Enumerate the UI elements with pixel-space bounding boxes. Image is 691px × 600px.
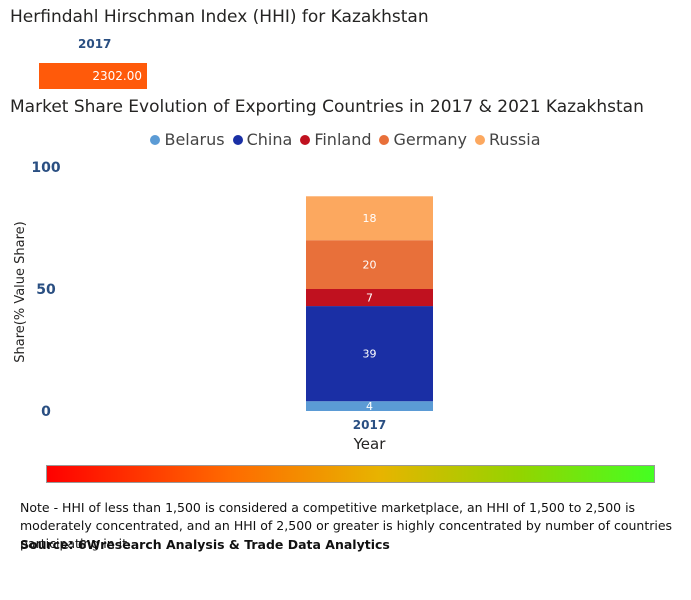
data-label-finland: 7 [366, 292, 373, 305]
note-text: Note - HHI of less than 1,500 is conside… [20, 500, 673, 551]
hhi-scale-gradient [46, 465, 655, 483]
hhi-value-bar[interactable] [39, 63, 147, 89]
hhi-year-label: 2017 [78, 37, 112, 51]
legend-label: China [246, 130, 293, 149]
legend-label: Germany [393, 130, 468, 149]
legend-marker [475, 134, 486, 145]
data-label-germany: 20 [363, 259, 377, 272]
hhi-value-label: 2302.00 [92, 69, 142, 83]
legend-item-finland[interactable]: Finland [300, 130, 371, 149]
chart-title: Market Share Evolution of Exporting Coun… [10, 97, 644, 117]
legend-label: Russia [489, 130, 541, 149]
bar-segment-belarus [306, 401, 433, 411]
bar-segment-russia [306, 196, 433, 241]
legend-label: Finland [314, 130, 372, 149]
stacked-bar-chart: 0 50 100 Share(% Value Share) 4 39 7 20 18 2017 Ye… [13, 160, 433, 453]
bar-segment-germany [306, 240, 433, 289]
y-tick-label: 50 [36, 282, 56, 298]
bar-segment-finland [306, 289, 433, 307]
y-tick-label: 0 [41, 404, 51, 420]
legend-item-russia[interactable]: Russia [475, 130, 541, 149]
x-axis-label: Year [353, 435, 387, 453]
legend-marker [379, 134, 390, 145]
y-tick-label: 100 [31, 160, 60, 176]
data-label-belarus: 4 [366, 400, 373, 413]
legend-marker [300, 134, 311, 145]
legend-item-germany[interactable]: Germany [379, 130, 467, 149]
bar-segment-china [306, 306, 433, 402]
legend-label: Belarus [164, 130, 225, 149]
hhi-title: Herfindahl Hirschman Index (HHI) for Kaz… [10, 7, 429, 27]
legend-marker [150, 134, 161, 145]
data-label-russia: 18 [363, 212, 377, 225]
legend-marker [232, 134, 243, 145]
legend-item-china[interactable]: China [232, 130, 293, 149]
source-text: Source: 6Wresearch Analysis & Trade Data… [20, 537, 390, 552]
chart-legend: Belarus China Finland Germany Russia [0, 130, 691, 149]
data-label-china: 39 [363, 348, 377, 361]
y-axis-label: Share(% Value Share) [13, 221, 28, 363]
x-tick-label: 2017 [353, 418, 386, 432]
legend-item-belarus[interactable]: Belarus [150, 130, 225, 149]
